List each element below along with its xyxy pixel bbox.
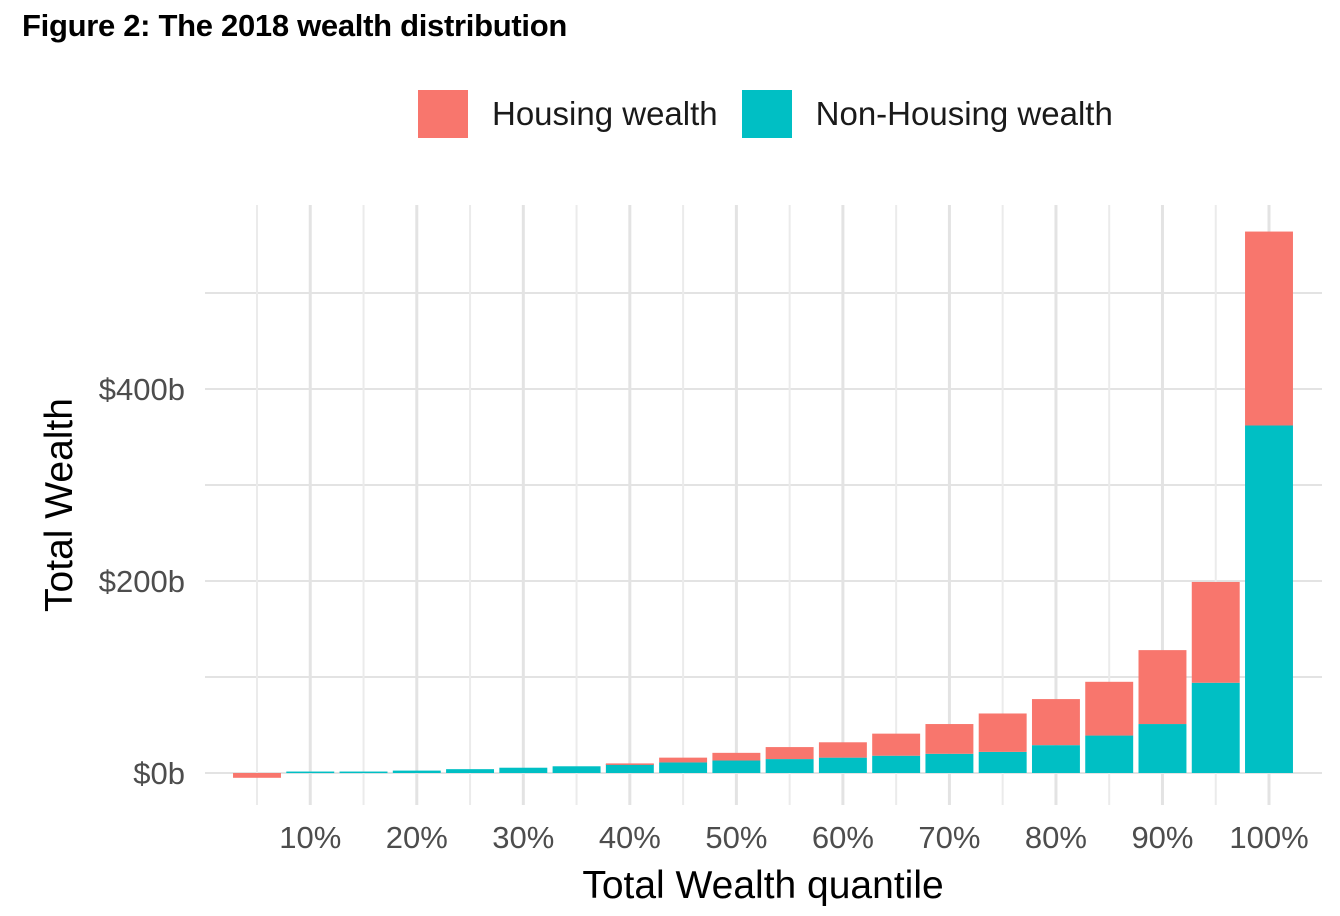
x-tick-label: 50% [705, 820, 767, 855]
x-axis-title: Total Wealth quantile [582, 864, 943, 907]
bar-housing-95pct [1191, 581, 1240, 683]
bar-non-housing-20pct [392, 770, 441, 773]
bar-non-housing-70pct [925, 753, 974, 773]
bar-non-housing-10pct [286, 771, 335, 774]
bar-housing-100pct [1245, 231, 1293, 426]
x-tick-label: 30% [492, 820, 554, 855]
x-tick-label: 60% [812, 820, 874, 855]
y-tick-label: $200b [99, 564, 185, 599]
bar-non-housing-30pct [499, 767, 548, 773]
figure-title: Figure 2: The 2018 wealth distribution [22, 8, 567, 43]
bar-non-housing-90pct [1138, 724, 1187, 773]
x-tick-label: 100% [1229, 820, 1308, 855]
x-tick-label: 70% [918, 820, 980, 855]
bar-housing-45pct [659, 757, 708, 763]
bar-housing-70pct [925, 724, 974, 754]
x-tick-label: 80% [1025, 820, 1087, 855]
bar-non-housing-75pct [978, 751, 1027, 773]
bar-non-housing-100pct [1245, 425, 1293, 773]
y-axis-title: Total Wealth [38, 398, 81, 612]
bar-housing-5pct [233, 773, 281, 778]
bar-non-housing-25pct [446, 769, 495, 773]
y-tick-label: $400b [99, 372, 185, 407]
legend: Housing wealth Non-Housing wealth [418, 90, 1137, 138]
legend-swatch-housing [418, 90, 468, 138]
bar-non-housing-55pct [765, 759, 814, 773]
bar-housing-60pct [818, 742, 867, 758]
bar-housing-55pct [765, 747, 814, 760]
bar-housing-65pct [872, 733, 921, 756]
bar-housing-90pct [1138, 650, 1187, 725]
x-tick-label: 90% [1131, 820, 1193, 855]
legend-label-housing: Housing wealth [492, 95, 718, 132]
bar-non-housing-95pct [1191, 682, 1240, 773]
bar-non-housing-50pct [712, 760, 761, 773]
x-tick-label: 40% [599, 820, 661, 855]
bar-housing-40pct [605, 763, 654, 765]
legend-swatch-non-housing [741, 90, 792, 138]
bar-housing-85pct [1085, 681, 1134, 736]
bar-housing-50pct [712, 752, 761, 761]
bar-non-housing-85pct [1085, 735, 1134, 773]
bar-non-housing-80pct [1031, 745, 1080, 773]
bars [233, 231, 1293, 778]
y-tick-label: $0b [133, 756, 185, 791]
bar-non-housing-45pct [659, 762, 708, 773]
bar-non-housing-40pct [605, 763, 654, 773]
bar-non-housing-35pct [552, 766, 601, 773]
bar-non-housing-15pct [339, 771, 388, 774]
bar-housing-80pct [1031, 699, 1080, 746]
x-tick-label: 10% [279, 820, 341, 855]
bar-non-housing-60pct [818, 757, 867, 773]
legend-item-housing: Housing wealth [418, 90, 718, 138]
y-tick-labels: $0b $200b $400b [99, 372, 185, 791]
legend-label-non-housing: Non-Housing wealth [815, 95, 1113, 132]
legend-item-non-housing: Non-Housing wealth [741, 90, 1113, 138]
x-tick-labels: 10% 20% 30% 40% 50% 60% 70% 80% 90% 100% [279, 820, 1308, 855]
x-tick-label: 20% [386, 820, 448, 855]
bar-non-housing-65pct [872, 755, 921, 773]
bar-housing-75pct [978, 713, 1027, 752]
